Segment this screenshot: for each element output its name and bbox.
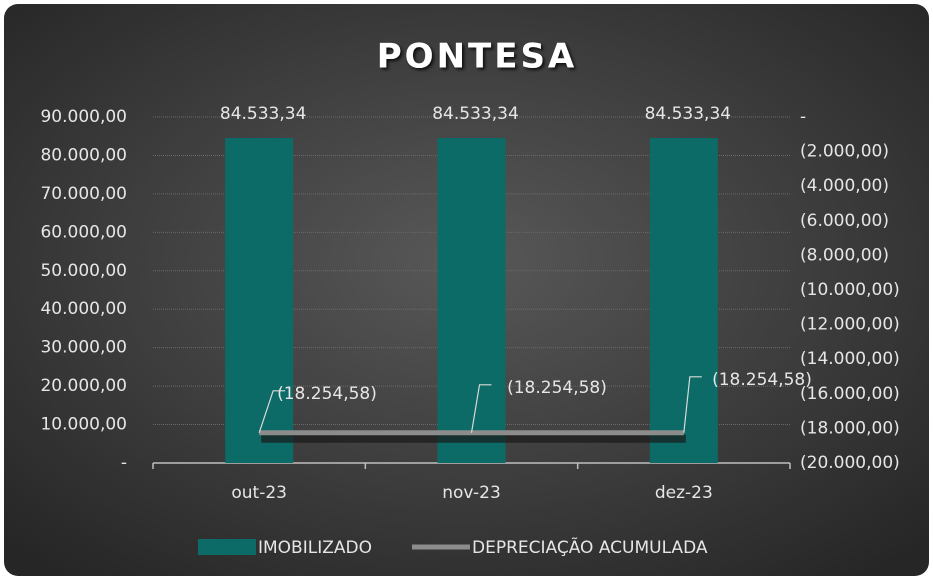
y2-tick-label: (12.000,00) [800, 315, 900, 335]
y2-tick-label: (20.000,00) [800, 453, 900, 473]
y-tick-label: 40.000,00 [40, 299, 127, 319]
y2-tick-label: (10.000,00) [800, 280, 900, 300]
leader-line [683, 376, 702, 433]
leader-line [470, 384, 492, 433]
y2-tick-label: (4.000,00) [800, 176, 889, 196]
bar-value-label: 84.533,34 [220, 104, 307, 124]
legend-swatch [198, 539, 256, 555]
y2-tick-label: (18.000,00) [800, 418, 900, 438]
bar [225, 138, 294, 463]
bar [437, 138, 506, 463]
y-tick-label: - [121, 453, 127, 473]
x-tick-label: dez-23 [655, 483, 713, 503]
bar-value-label: 84.533,34 [645, 104, 732, 124]
bar [649, 138, 718, 463]
y-tick-label: 90.000,00 [40, 107, 127, 127]
leader-line [258, 390, 286, 433]
y2-tick-label: (8.000,00) [800, 245, 889, 265]
line-value-label: (18.254,58) [507, 378, 607, 398]
y-tick-label: 10.000,00 [40, 415, 127, 435]
bar-value-label: 84.533,34 [432, 104, 519, 124]
chart-title: PONTESA [377, 37, 578, 77]
y-tick-label: 70.000,00 [40, 184, 127, 204]
legend-label: IMOBILIZADO [258, 538, 372, 558]
y-tick-label: 80.000,00 [40, 145, 127, 165]
line-value-label: (18.254,58) [277, 384, 377, 404]
y2-tick-label: - [800, 107, 806, 127]
x-tick-label: nov-23 [442, 483, 501, 503]
line-value-label: (18.254,58) [712, 370, 812, 390]
y2-tick-label: (16.000,00) [800, 384, 900, 404]
y2-tick-label: (6.000,00) [800, 211, 889, 231]
y-tick-label: 20.000,00 [40, 376, 127, 396]
x-tick-label: out-23 [231, 483, 287, 503]
y-tick-label: 60.000,00 [40, 222, 127, 242]
y2-tick-label: (14.000,00) [800, 349, 900, 369]
y-tick-label: 50.000,00 [40, 261, 127, 281]
y2-tick-label: (2.000,00) [800, 142, 889, 162]
legend-label: DEPRECIAÇÃO ACUMULADA [472, 536, 708, 558]
y-tick-label: 30.000,00 [40, 338, 127, 358]
